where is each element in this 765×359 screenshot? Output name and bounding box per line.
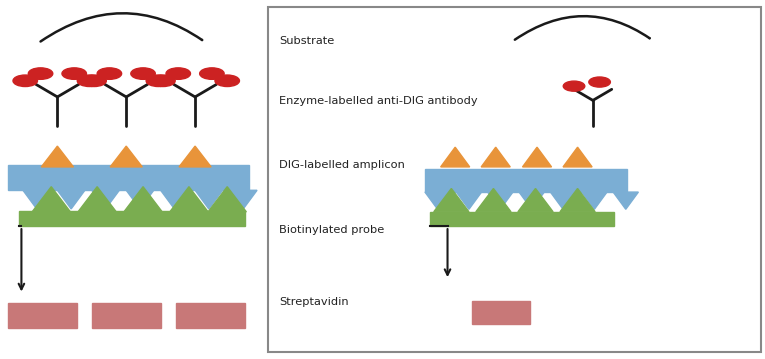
Bar bbox=[473, 301, 529, 324]
Polygon shape bbox=[425, 192, 450, 209]
Polygon shape bbox=[476, 188, 511, 212]
Polygon shape bbox=[124, 187, 162, 212]
Polygon shape bbox=[126, 190, 154, 209]
Text: Enzyme-labelled anti-DIG antibody: Enzyme-labelled anti-DIG antibody bbox=[279, 95, 478, 106]
Bar bbox=[430, 212, 614, 226]
FancyArrowPatch shape bbox=[41, 13, 202, 42]
Polygon shape bbox=[179, 146, 211, 167]
Polygon shape bbox=[110, 146, 142, 167]
Polygon shape bbox=[560, 188, 595, 212]
Polygon shape bbox=[456, 192, 481, 209]
Circle shape bbox=[151, 75, 175, 87]
Circle shape bbox=[563, 81, 584, 91]
Text: DIG-labelled amplicon: DIG-labelled amplicon bbox=[279, 160, 405, 170]
Circle shape bbox=[146, 75, 171, 87]
Polygon shape bbox=[581, 192, 607, 209]
Polygon shape bbox=[230, 190, 257, 209]
Polygon shape bbox=[92, 190, 119, 209]
Polygon shape bbox=[441, 147, 470, 167]
Bar bbox=[19, 211, 245, 226]
Polygon shape bbox=[519, 192, 544, 209]
Text: Biotinylated probe: Biotinylated probe bbox=[279, 225, 385, 235]
Circle shape bbox=[131, 68, 155, 79]
Bar bbox=[92, 303, 161, 328]
Bar bbox=[425, 169, 627, 192]
Polygon shape bbox=[434, 188, 469, 212]
Bar bbox=[8, 165, 249, 190]
Bar bbox=[8, 303, 77, 328]
Circle shape bbox=[589, 77, 610, 87]
Polygon shape bbox=[563, 147, 592, 167]
Polygon shape bbox=[57, 190, 85, 209]
Polygon shape bbox=[161, 190, 188, 209]
Text: Substrate: Substrate bbox=[279, 36, 334, 46]
Polygon shape bbox=[23, 190, 50, 209]
Polygon shape bbox=[41, 146, 73, 167]
Circle shape bbox=[62, 68, 86, 79]
Polygon shape bbox=[32, 187, 70, 212]
Circle shape bbox=[28, 68, 53, 79]
Polygon shape bbox=[78, 187, 116, 212]
Circle shape bbox=[166, 68, 190, 79]
Circle shape bbox=[215, 75, 239, 87]
Polygon shape bbox=[551, 192, 575, 209]
Circle shape bbox=[200, 68, 224, 79]
Polygon shape bbox=[195, 190, 223, 209]
Circle shape bbox=[13, 75, 37, 87]
Polygon shape bbox=[488, 192, 513, 209]
Text: Streptavidin: Streptavidin bbox=[279, 297, 349, 307]
Circle shape bbox=[82, 75, 106, 87]
Polygon shape bbox=[170, 187, 208, 212]
Circle shape bbox=[77, 75, 102, 87]
Polygon shape bbox=[522, 147, 552, 167]
FancyArrowPatch shape bbox=[515, 16, 649, 40]
Polygon shape bbox=[518, 188, 553, 212]
Circle shape bbox=[97, 68, 122, 79]
Polygon shape bbox=[208, 187, 246, 212]
Polygon shape bbox=[481, 147, 510, 167]
Polygon shape bbox=[614, 192, 638, 209]
Bar bbox=[176, 303, 245, 328]
